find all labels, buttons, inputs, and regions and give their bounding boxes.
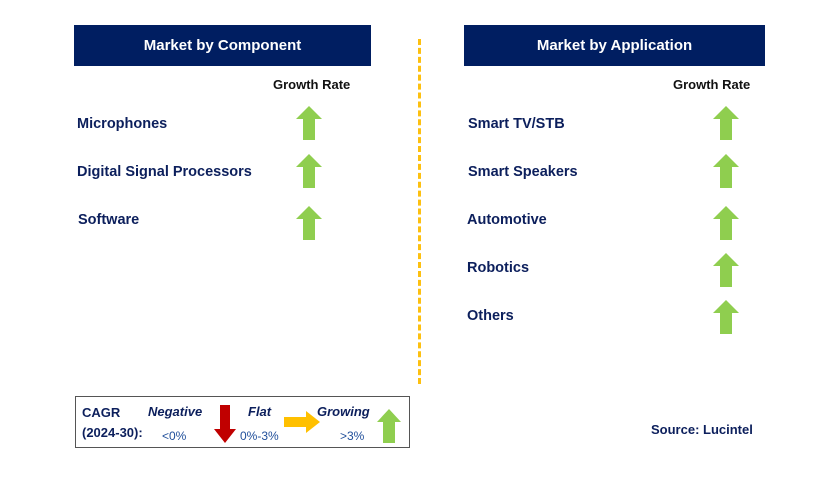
component-growth-rate-header: Growth Rate (273, 77, 351, 92)
application-item-smart-speakers: Smart Speakers (468, 164, 578, 180)
legend-flat-label: Flat (248, 404, 272, 419)
component-item-microphones: Microphones (77, 116, 168, 132)
arrow-up-icon (713, 106, 739, 140)
legend-growing-range: >3% (340, 429, 365, 443)
application-item-smart-tv-stb: Smart TV/STB (468, 116, 565, 132)
arrow-up-icon (713, 300, 739, 334)
application-header: Market by Application (464, 25, 765, 66)
arrow-up-icon (296, 154, 322, 188)
arrow-right-icon (284, 411, 320, 433)
arrow-up-icon (713, 253, 739, 287)
legend-cagr-label: CAGR (82, 405, 121, 420)
application-item-robotics: Robotics (467, 260, 530, 276)
arrow-up-icon (296, 106, 322, 140)
arrow-up-icon (713, 206, 739, 240)
cagr-legend: CAGR (2024-30): Negative <0% Flat 0%-3% … (75, 396, 410, 448)
application-title: Market by Application (536, 37, 693, 54)
source-label: Source: Lucintel (651, 422, 753, 437)
legend-negative-range: <0% (162, 429, 187, 443)
arrow-up-icon (713, 154, 739, 188)
application-item-others: Others (467, 308, 514, 324)
legend-growing-label: Growing (317, 404, 370, 419)
application-item-automotive: Automotive (467, 212, 547, 228)
application-growth-rate-header: Growth Rate (673, 77, 751, 92)
arrow-down-icon (214, 405, 236, 443)
component-item-dsp: Digital Signal Processors (77, 164, 252, 180)
component-header: Market by Component (74, 25, 371, 66)
arrow-up-icon (296, 206, 322, 240)
panel-divider (418, 39, 421, 384)
component-title: Market by Component (143, 37, 302, 54)
legend-flat-range: 0%-3% (240, 429, 279, 443)
component-item-software: Software (78, 212, 140, 228)
legend-cagr-period: (2024-30): (82, 425, 143, 440)
arrow-up-icon (377, 409, 401, 443)
legend-negative-label: Negative (148, 404, 203, 419)
